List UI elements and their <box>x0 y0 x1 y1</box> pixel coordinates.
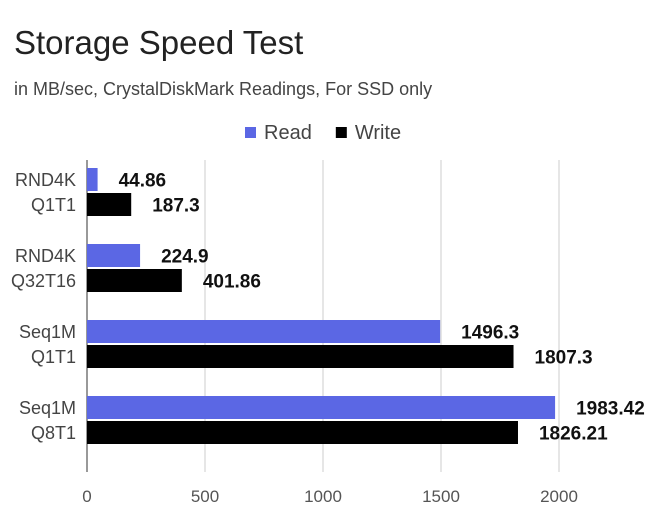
x-tick-label: 500 <box>191 487 219 506</box>
bar-read <box>87 168 98 191</box>
bar-write <box>87 345 514 368</box>
chart-title: Storage Speed Test <box>14 24 304 61</box>
x-tick-label: 1000 <box>304 487 342 506</box>
bar-read <box>87 320 441 343</box>
data-label: 1826.21 <box>539 424 608 445</box>
x-tick-label: 1500 <box>422 487 460 506</box>
legend-swatch-write <box>335 127 347 138</box>
data-label: 1496.3 <box>461 323 519 344</box>
bar-write <box>87 269 182 292</box>
bar-write <box>87 193 132 216</box>
data-label: 401.86 <box>203 272 261 293</box>
legend-label-read: Read <box>264 122 312 144</box>
y-tick-label: Q1T1 <box>31 195 76 215</box>
y-tick-label: RND4K <box>15 170 76 190</box>
chart-subtitle: in MB/sec, CrystalDiskMark Readings, For… <box>14 79 433 99</box>
y-tick-label: Seq1M <box>19 398 76 418</box>
legend-swatch-read <box>245 127 256 138</box>
y-tick-label: Q1T1 <box>31 347 76 367</box>
y-tick-label: Q8T1 <box>31 423 76 443</box>
data-label: 187.3 <box>152 196 200 217</box>
data-label: 44.86 <box>119 171 167 192</box>
bar-write <box>87 421 518 444</box>
bar-read <box>87 396 556 419</box>
data-label: 1983.42 <box>576 399 645 420</box>
y-tick-label: Q32T16 <box>11 271 76 291</box>
y-tick-label: Seq1M <box>19 322 76 342</box>
y-tick-label: RND4K <box>15 246 76 266</box>
bar-read <box>87 244 141 267</box>
data-label: 1807.3 <box>535 348 593 369</box>
legend-label-write: Write <box>355 122 401 144</box>
x-tick-label: 2000 <box>540 487 578 506</box>
data-label: 224.9 <box>161 247 209 268</box>
x-tick-label: 0 <box>82 487 91 506</box>
